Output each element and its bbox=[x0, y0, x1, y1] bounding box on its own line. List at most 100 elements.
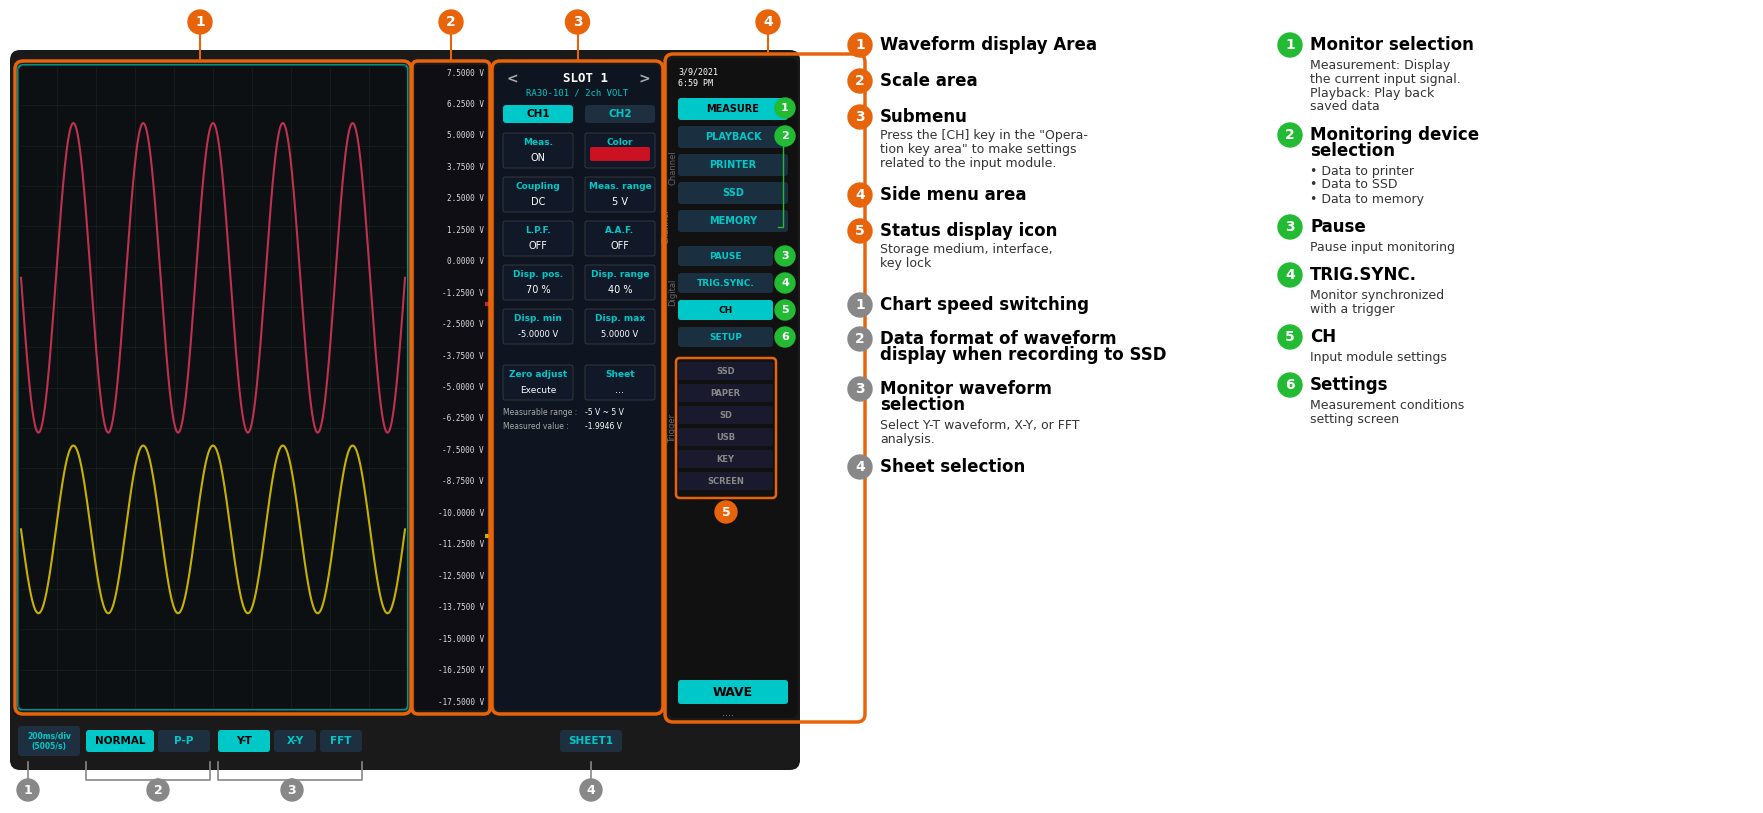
Text: OFF: OFF bbox=[529, 241, 548, 251]
Text: analysis.: analysis. bbox=[880, 433, 934, 446]
FancyBboxPatch shape bbox=[502, 221, 573, 256]
Text: Storage medium, interface,: Storage medium, interface, bbox=[880, 242, 1053, 255]
Circle shape bbox=[776, 98, 795, 118]
FancyBboxPatch shape bbox=[679, 680, 788, 704]
Text: Color: Color bbox=[606, 138, 633, 147]
Text: Sheet selection: Sheet selection bbox=[880, 458, 1026, 476]
Text: CH1: CH1 bbox=[525, 109, 550, 119]
Text: • Data to printer: • Data to printer bbox=[1310, 164, 1414, 177]
Text: 4: 4 bbox=[763, 15, 772, 29]
FancyBboxPatch shape bbox=[679, 384, 772, 402]
Text: 6: 6 bbox=[1285, 378, 1294, 392]
Text: Pause: Pause bbox=[1310, 218, 1366, 236]
FancyBboxPatch shape bbox=[86, 730, 153, 752]
Text: >: > bbox=[638, 72, 651, 86]
Text: Measured value :: Measured value : bbox=[502, 422, 569, 431]
Text: 4: 4 bbox=[781, 278, 788, 288]
Text: • Data to memory: • Data to memory bbox=[1310, 193, 1425, 206]
Text: 5.0000 V: 5.0000 V bbox=[601, 330, 638, 339]
Text: 4: 4 bbox=[587, 784, 596, 797]
Text: related to the input module.: related to the input module. bbox=[880, 156, 1056, 169]
FancyBboxPatch shape bbox=[679, 273, 772, 293]
FancyBboxPatch shape bbox=[502, 105, 573, 123]
Text: CH2: CH2 bbox=[608, 109, 631, 119]
Text: 6: 6 bbox=[781, 332, 788, 342]
FancyBboxPatch shape bbox=[585, 309, 656, 344]
Text: ON: ON bbox=[531, 153, 545, 163]
Circle shape bbox=[1278, 123, 1303, 147]
Text: 5: 5 bbox=[855, 224, 866, 238]
FancyBboxPatch shape bbox=[321, 730, 361, 752]
Text: -16.2500 V: -16.2500 V bbox=[437, 666, 485, 675]
Text: A.A.F.: A.A.F. bbox=[605, 226, 635, 235]
Text: Disp. min: Disp. min bbox=[515, 314, 562, 323]
Text: KEY: KEY bbox=[716, 454, 735, 463]
Text: SSD: SSD bbox=[716, 367, 735, 376]
Text: -17.5000 V: -17.5000 V bbox=[437, 698, 485, 706]
Text: 4: 4 bbox=[855, 188, 866, 202]
Text: WAVE: WAVE bbox=[712, 685, 753, 698]
Circle shape bbox=[776, 273, 795, 293]
Text: 200ms/div
(5005/s): 200ms/div (5005/s) bbox=[26, 732, 71, 750]
FancyBboxPatch shape bbox=[273, 730, 316, 752]
Text: 2: 2 bbox=[855, 332, 866, 346]
Text: Sheet: Sheet bbox=[605, 370, 635, 379]
Text: 3.7500 V: 3.7500 V bbox=[448, 163, 485, 172]
FancyBboxPatch shape bbox=[159, 730, 210, 752]
FancyBboxPatch shape bbox=[679, 362, 772, 380]
FancyBboxPatch shape bbox=[679, 246, 772, 266]
Text: 2.5000 V: 2.5000 V bbox=[448, 194, 485, 203]
Text: Settings: Settings bbox=[1310, 376, 1389, 394]
Text: -11.2500 V: -11.2500 V bbox=[437, 541, 485, 550]
Text: 7.5000 V: 7.5000 V bbox=[448, 68, 485, 77]
Text: Submenu: Submenu bbox=[880, 108, 968, 126]
Text: 3: 3 bbox=[1285, 220, 1294, 234]
Circle shape bbox=[776, 126, 795, 146]
Text: Measurement: Display: Measurement: Display bbox=[1310, 59, 1451, 72]
Circle shape bbox=[146, 779, 169, 801]
Text: CH: CH bbox=[1310, 328, 1336, 346]
Text: L.P.F.: L.P.F. bbox=[525, 226, 550, 235]
Text: MEMORY: MEMORY bbox=[709, 216, 756, 226]
Text: selection: selection bbox=[880, 396, 964, 414]
Text: Coupling: Coupling bbox=[515, 182, 561, 191]
Text: Measurable range :: Measurable range : bbox=[502, 408, 577, 417]
Text: OFF: OFF bbox=[610, 241, 629, 251]
Text: Pause input monitoring: Pause input monitoring bbox=[1310, 241, 1454, 254]
FancyBboxPatch shape bbox=[414, 65, 487, 710]
FancyBboxPatch shape bbox=[502, 133, 573, 168]
Text: P-P: P-P bbox=[175, 736, 194, 746]
FancyBboxPatch shape bbox=[585, 365, 656, 400]
Text: 1: 1 bbox=[855, 38, 866, 52]
FancyBboxPatch shape bbox=[502, 177, 573, 212]
FancyBboxPatch shape bbox=[502, 265, 573, 300]
Circle shape bbox=[848, 293, 873, 317]
Text: selection: selection bbox=[1310, 142, 1395, 160]
Text: Meas. range: Meas. range bbox=[589, 182, 651, 191]
Text: SSD: SSD bbox=[723, 188, 744, 198]
Text: TRIG.SYNC.: TRIG.SYNC. bbox=[1310, 266, 1417, 284]
Text: SCREEN: SCREEN bbox=[707, 476, 744, 485]
Text: Data format of waveform: Data format of waveform bbox=[880, 330, 1116, 348]
Circle shape bbox=[848, 455, 873, 479]
Text: -1.9946 V: -1.9946 V bbox=[585, 422, 622, 431]
Text: RA30-101 / 2ch VOLT: RA30-101 / 2ch VOLT bbox=[527, 89, 629, 98]
Text: • Data to SSD: • Data to SSD bbox=[1310, 179, 1398, 192]
Circle shape bbox=[848, 33, 873, 57]
Text: -6.2500 V: -6.2500 V bbox=[443, 415, 485, 424]
Text: -5.0000 V: -5.0000 V bbox=[443, 383, 485, 392]
Text: 2: 2 bbox=[153, 784, 162, 797]
FancyBboxPatch shape bbox=[679, 406, 772, 424]
Text: the current input signal.: the current input signal. bbox=[1310, 72, 1462, 85]
FancyBboxPatch shape bbox=[11, 50, 800, 770]
Text: Monitor selection: Monitor selection bbox=[1310, 36, 1474, 54]
Circle shape bbox=[439, 10, 464, 34]
Text: Press the [CH] key in the "Opera-: Press the [CH] key in the "Opera- bbox=[880, 128, 1088, 141]
Text: 5 V: 5 V bbox=[612, 197, 628, 207]
Text: 5: 5 bbox=[721, 506, 730, 519]
Text: 2: 2 bbox=[781, 131, 788, 141]
Text: 40 %: 40 % bbox=[608, 285, 633, 295]
Text: -12.5000 V: -12.5000 V bbox=[437, 572, 485, 580]
Text: 4: 4 bbox=[1285, 268, 1294, 282]
Text: Execute: Execute bbox=[520, 386, 555, 395]
